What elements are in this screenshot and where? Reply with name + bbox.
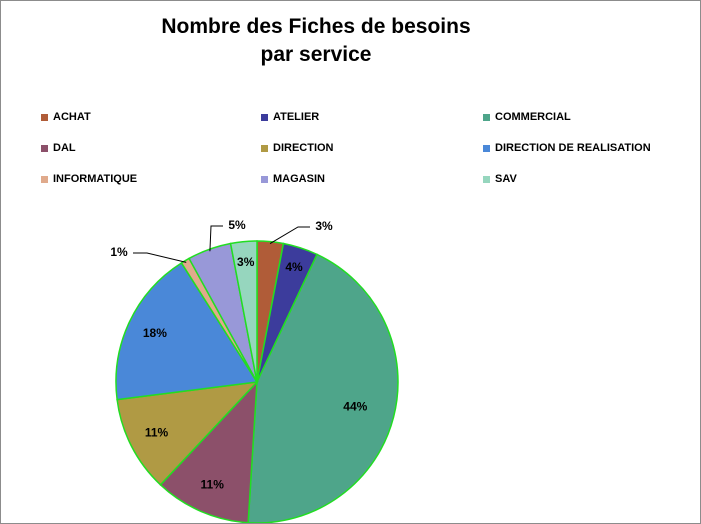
slice-percent-label: 5% xyxy=(228,218,246,232)
slice-percent-label: 44% xyxy=(343,399,367,413)
chart-title-line-2: par service xyxy=(260,43,372,66)
legend-item: ACHAT xyxy=(41,111,91,123)
pie-slice xyxy=(116,380,259,486)
slice-percent-label: 1% xyxy=(110,245,128,259)
chart-title-line-1: Nombre des Fiches de besoins xyxy=(161,15,471,38)
legend-item: DAL xyxy=(41,142,76,154)
legend-swatch xyxy=(261,144,268,152)
leader-line xyxy=(269,226,310,245)
legend-item: MAGASIN xyxy=(261,173,325,185)
leader-line xyxy=(209,225,223,252)
legend-label: INFORMATIQUE xyxy=(53,173,138,185)
slice-percent-label: 11% xyxy=(145,425,169,439)
slice-percent-label: 4% xyxy=(285,260,303,274)
slice-percent-label: 3% xyxy=(315,219,333,233)
legend-label: DIRECTION xyxy=(273,142,334,154)
pie-slice xyxy=(159,379,258,523)
slice-percent-label: 3% xyxy=(237,255,255,269)
pie-slice xyxy=(115,261,259,401)
legend-swatch xyxy=(41,175,48,183)
legend-swatch xyxy=(41,113,48,121)
chart-title: Nombre des Fiches de besoins par service xyxy=(101,13,531,69)
legend-swatch xyxy=(483,144,490,152)
legend-swatch xyxy=(261,175,268,183)
legend-label: COMMERCIAL xyxy=(495,111,571,123)
legend-label: DIRECTION DE REALISATION xyxy=(495,142,651,154)
legend-item: SAV xyxy=(483,173,517,185)
legend-swatch xyxy=(41,144,48,152)
leader-line xyxy=(133,252,187,263)
legend-label: DAL xyxy=(53,142,76,154)
legend-label: ATELIER xyxy=(273,111,320,123)
legend-swatch xyxy=(483,175,490,183)
legend-item: COMMERCIAL xyxy=(483,111,571,123)
pie-slice xyxy=(247,253,399,523)
legend-swatch xyxy=(483,113,490,121)
legend-label: ACHAT xyxy=(53,111,91,123)
legend-label: SAV xyxy=(495,173,517,185)
legend-item: DIRECTION xyxy=(261,142,334,154)
slice-percent-label: 18% xyxy=(143,326,167,340)
legend-item: DIRECTION DE REALISATION xyxy=(483,142,651,154)
legend-item: ATELIER xyxy=(261,111,319,123)
pie-slice xyxy=(229,240,258,383)
legend-swatch xyxy=(261,113,268,121)
legend-item: INFORMATIQUE xyxy=(41,173,137,185)
slice-percent-label: 11% xyxy=(201,478,225,492)
legend-label: MAGASIN xyxy=(273,173,325,185)
